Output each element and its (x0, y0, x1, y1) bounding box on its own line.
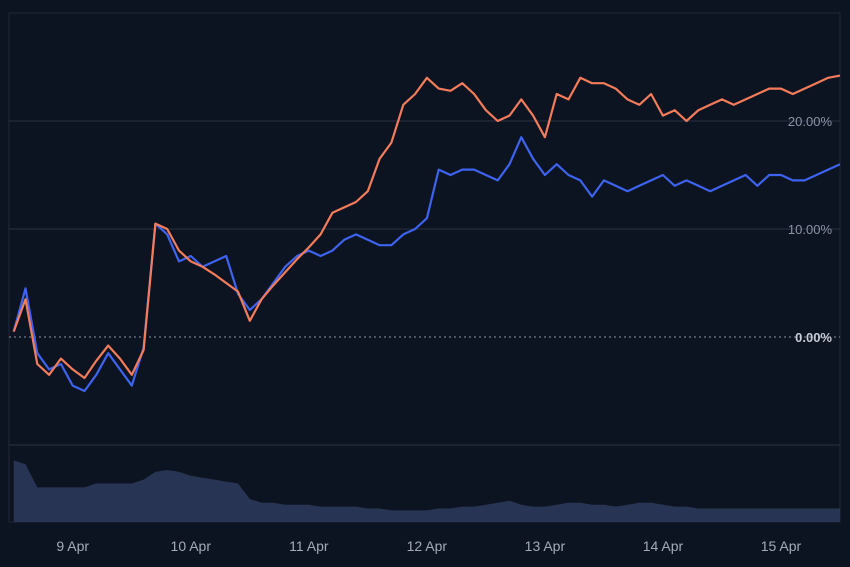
series-layer (12, 74, 841, 393)
series-line-blue (12, 136, 841, 393)
plot-frame (8, 12, 841, 523)
y-tick-label: 20.00% (788, 114, 833, 129)
x-tick-label: 9 Apr (56, 538, 89, 554)
x-tick-layer: 9 Apr 10 Apr 11 Apr 12 Apr 13 Apr 14 Apr 15 Ap… (56, 538, 801, 554)
x-tick-label: 10 Apr (171, 538, 212, 554)
volume-area (13, 460, 840, 522)
x-tick-label: 12 Apr (407, 538, 448, 554)
y-tick-layer: 0.00% 10.00% 20.00% (788, 114, 833, 345)
x-tick-label: 11 Apr (289, 538, 329, 554)
x-tick-label: 14 Apr (643, 538, 684, 554)
y-tick-label: 0.00% (795, 330, 832, 345)
y-tick-label: 10.00% (788, 222, 833, 237)
x-tick-label: 13 Apr (525, 538, 566, 554)
x-tick-label: 15 Apr (761, 538, 802, 554)
volume-layer (13, 460, 840, 522)
grid-layer (9, 120, 840, 446)
series-line-orange (12, 74, 841, 380)
